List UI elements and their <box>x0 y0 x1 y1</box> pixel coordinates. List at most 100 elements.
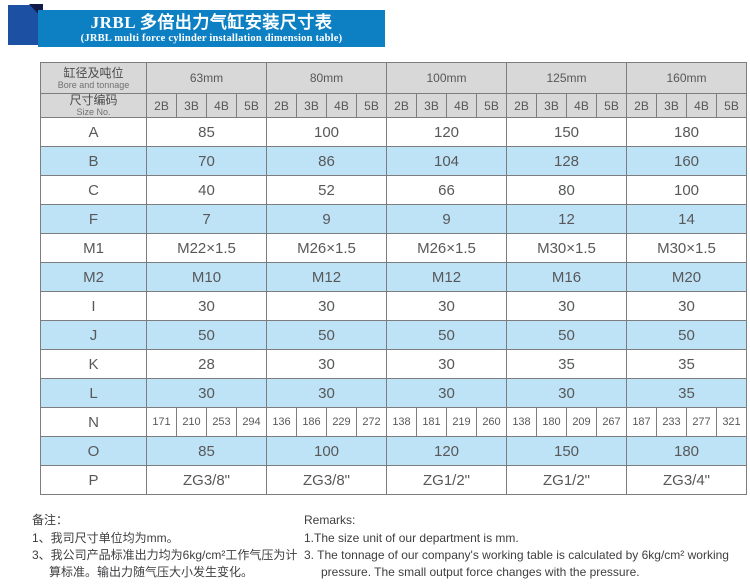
table-row: N 171 210 253 294 136 186 229 272 138 181 219 260 138… <box>40 407 747 437</box>
table-row: J 50 50 50 50 50 <box>40 320 747 350</box>
table-row: C 40 52 66 80 100 <box>40 175 747 205</box>
dim-value-cell: 100 <box>626 175 747 205</box>
note-zh-item: 3、我公司产品标准出力均为6kg/cm²工作气压为计算标准。输出力随气压大小发生… <box>32 548 298 579</box>
code-header: 3B <box>296 93 327 118</box>
dim-value-cell: 277 <box>686 407 717 437</box>
dim-value-cell: 104 <box>386 146 507 176</box>
dim-value-cell: 150 <box>506 117 627 147</box>
table-row: B 70 86 104 128 160 <box>40 146 747 176</box>
dim-value-cell: M30×1.5 <box>626 233 747 263</box>
row-label: F <box>40 204 147 234</box>
row-label: A <box>40 117 147 147</box>
dim-value-cell: 187 <box>626 407 657 437</box>
header-row-sizes: 缸径及吨位 Bore and tonnage 63mm 80mm 100mm 125mm 1… <box>40 62 747 94</box>
notes-en-title: Remarks: <box>304 513 356 527</box>
dim-value-cell: 30 <box>146 291 267 321</box>
table-row: P ZG3/8" ZG3/8" ZG1/2" ZG1/2" ZG3/4" <box>40 465 747 495</box>
dim-value-cell: 30 <box>266 349 387 379</box>
page-subtitle: (JRBL multi force cylinder installation … <box>80 33 343 44</box>
table-row: L 30 30 30 30 35 <box>40 378 747 408</box>
dim-value-cell: 180 <box>626 117 747 147</box>
dim-value-cell: ZG3/8" <box>146 465 267 495</box>
row-label: N <box>40 407 147 437</box>
dim-value-cell: M30×1.5 <box>506 233 627 263</box>
dim-value-cell: 138 <box>386 407 417 437</box>
code-header: 2B <box>506 93 537 118</box>
dim-value-cell: 7 <box>146 204 267 234</box>
corner-size-no-zh: 尺寸编码 <box>69 93 118 107</box>
code-header: 2B <box>266 93 297 118</box>
code-header: 4B <box>326 93 357 118</box>
size-header: 125mm <box>506 62 627 94</box>
dim-value-cell: 321 <box>716 407 747 437</box>
dim-value-cell: 30 <box>266 378 387 408</box>
dim-value-cell: 30 <box>386 378 507 408</box>
dim-value-cell: 14 <box>626 204 747 234</box>
note-en-item: 1.The size unit of our department is mm. <box>304 531 519 545</box>
dim-value-cell: 171 <box>146 407 177 437</box>
corner-bore-tonnage-zh: 缸径及吨位 <box>63 65 124 80</box>
row-label: J <box>40 320 147 350</box>
dim-value-cell: ZG3/4" <box>626 465 747 495</box>
dim-value-cell: M12 <box>266 262 387 292</box>
dim-value-cell: 30 <box>626 291 747 321</box>
code-header: 2B <box>626 93 657 118</box>
code-header: 2B <box>146 93 177 118</box>
dim-value-cell: 120 <box>386 436 507 466</box>
header-row-codes: 尺寸编码 Size No. 2B 3B 4B 5B 2B 3B 4B 5B 2B 3B 4B 5B 2B 3B… <box>40 93 747 118</box>
dim-value-cell: 50 <box>266 320 387 350</box>
corner-size-no-en: Size No. <box>76 107 111 117</box>
table-row: O 85 100 120 150 180 <box>40 436 747 466</box>
dim-value-cell: 30 <box>386 349 507 379</box>
code-header: 5B <box>356 93 387 118</box>
dim-value-cell: 253 <box>206 407 237 437</box>
notes-zh-title: 备注： <box>32 513 69 527</box>
row-label: K <box>40 349 147 379</box>
dim-value-cell: 30 <box>266 291 387 321</box>
code-header: 4B <box>206 93 237 118</box>
dim-value-cell: 210 <box>176 407 207 437</box>
dim-value-cell: 229 <box>326 407 357 437</box>
table-row: M2 M10 M12 M12 M16 M20 <box>40 262 747 292</box>
dim-value-cell: 28 <box>146 349 267 379</box>
dim-value-cell: 50 <box>386 320 507 350</box>
size-header: 80mm <box>266 62 387 94</box>
dim-value-cell: 80 <box>506 175 627 205</box>
dim-value-cell: 85 <box>146 117 267 147</box>
dim-value-cell: 50 <box>506 320 627 350</box>
code-header: 4B <box>446 93 477 118</box>
dim-value-cell: 9 <box>386 204 507 234</box>
dim-value-cell: 66 <box>386 175 507 205</box>
dim-value-cell: 180 <box>626 436 747 466</box>
dim-value-cell: 52 <box>266 175 387 205</box>
size-header: 63mm <box>146 62 267 94</box>
row-label: P <box>40 465 147 495</box>
dim-value-cell: 50 <box>626 320 747 350</box>
code-header: 5B <box>476 93 507 118</box>
dim-value-cell: 86 <box>266 146 387 176</box>
dim-value-cell: 100 <box>266 436 387 466</box>
dim-value-cell: M10 <box>146 262 267 292</box>
dim-value-cell: 294 <box>236 407 267 437</box>
dim-value-cell: 272 <box>356 407 387 437</box>
dim-value-cell: 181 <box>416 407 447 437</box>
size-header: 160mm <box>626 62 747 94</box>
dim-value-cell: ZG3/8" <box>266 465 387 495</box>
dim-value-cell: 260 <box>476 407 507 437</box>
notes-chinese: 备注： 1、我司尺寸单位均为mm。 3、我公司产品标准出力均为6kg/cm²工作… <box>32 512 308 581</box>
dim-value-cell: M26×1.5 <box>386 233 507 263</box>
row-label: L <box>40 378 147 408</box>
dim-value-cell: 150 <box>506 436 627 466</box>
row-label: M2 <box>40 262 147 292</box>
dim-value-cell: 120 <box>386 117 507 147</box>
title-banner: JRBL 多倍出力气缸安装尺寸表 (JRBL multi force cylin… <box>38 10 385 47</box>
code-header: 4B <box>686 93 717 118</box>
dim-value-cell: 209 <box>566 407 597 437</box>
corner-bore-tonnage-en: Bore and tonnage <box>57 79 130 90</box>
page-title: JRBL 多倍出力气缸安装尺寸表 <box>90 13 333 32</box>
dim-value-cell: 35 <box>626 349 747 379</box>
dim-value-cell: ZG1/2" <box>506 465 627 495</box>
note-en-item: 3. The tonnage of our company's working … <box>304 548 729 579</box>
table-row: K 28 30 30 35 35 <box>40 349 747 379</box>
row-label: C <box>40 175 147 205</box>
